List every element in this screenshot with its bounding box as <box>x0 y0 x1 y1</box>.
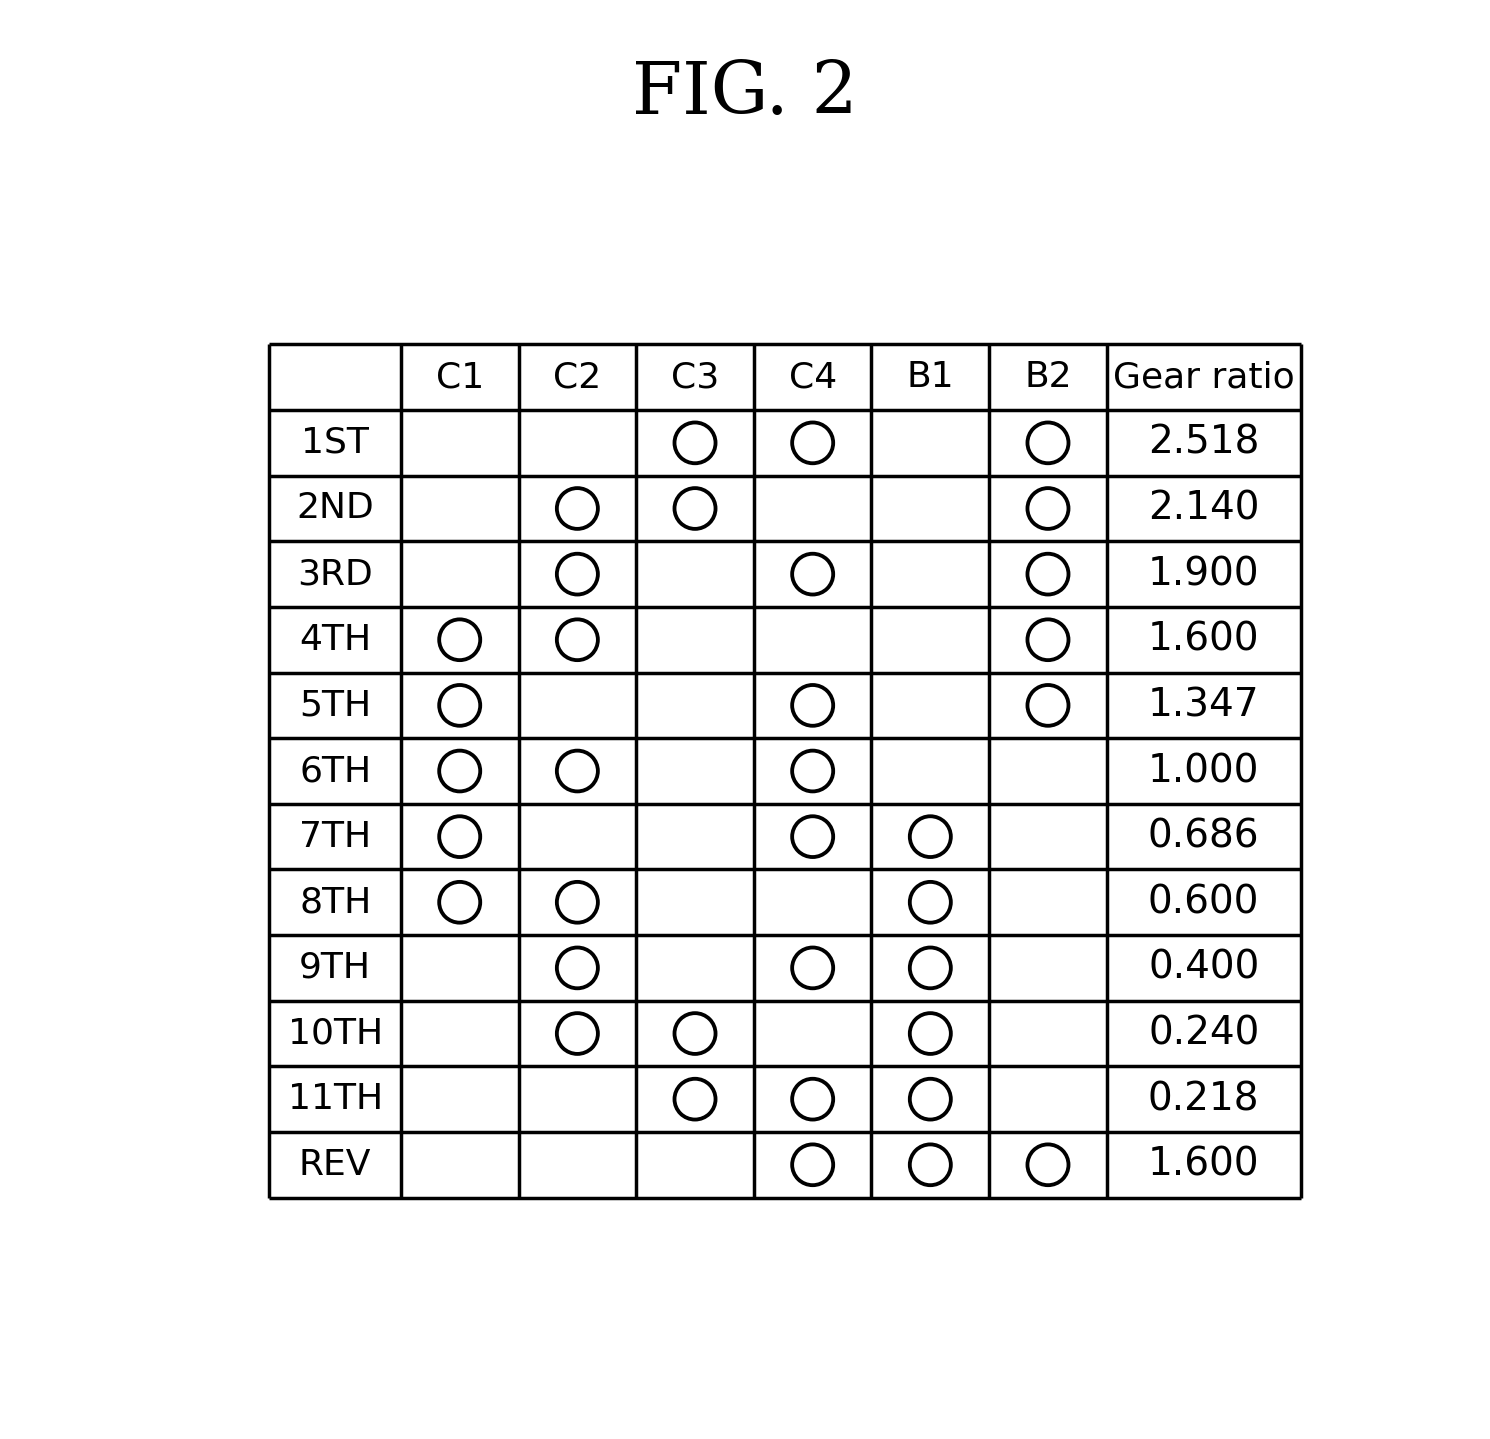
Text: 1ST: 1ST <box>301 426 370 460</box>
Text: 6TH: 6TH <box>299 754 371 789</box>
Text: FIG. 2: FIG. 2 <box>632 58 858 130</box>
Text: 7TH: 7TH <box>299 820 371 853</box>
Text: 0.686: 0.686 <box>1147 817 1259 856</box>
Text: 1.347: 1.347 <box>1147 686 1259 724</box>
Text: 1.000: 1.000 <box>1147 753 1259 790</box>
Text: 11TH: 11TH <box>288 1082 383 1117</box>
Text: B1: B1 <box>906 360 954 394</box>
Text: B2: B2 <box>1024 360 1071 394</box>
Text: 8TH: 8TH <box>299 885 371 920</box>
Text: 0.218: 0.218 <box>1147 1081 1259 1118</box>
Text: C3: C3 <box>670 360 720 394</box>
Text: Gear ratio: Gear ratio <box>1113 360 1295 394</box>
Text: 1.900: 1.900 <box>1147 555 1259 593</box>
Text: 3RD: 3RD <box>298 557 372 591</box>
Text: 2ND: 2ND <box>297 492 374 525</box>
Text: 4TH: 4TH <box>299 623 371 656</box>
Text: 2.518: 2.518 <box>1147 425 1259 462</box>
Text: REV: REV <box>299 1148 371 1181</box>
Text: 1.600: 1.600 <box>1147 620 1259 659</box>
Text: 10TH: 10TH <box>288 1016 383 1050</box>
Text: 2.140: 2.140 <box>1147 489 1259 528</box>
Text: 1.600: 1.600 <box>1147 1145 1259 1184</box>
Text: 0.240: 0.240 <box>1147 1014 1259 1052</box>
Text: C4: C4 <box>788 360 837 394</box>
Text: C1: C1 <box>435 360 484 394</box>
Text: 9TH: 9TH <box>299 951 371 984</box>
Text: C2: C2 <box>553 360 602 394</box>
Text: 5TH: 5TH <box>299 688 371 722</box>
Text: 0.400: 0.400 <box>1147 948 1259 987</box>
Text: 0.600: 0.600 <box>1147 884 1259 921</box>
